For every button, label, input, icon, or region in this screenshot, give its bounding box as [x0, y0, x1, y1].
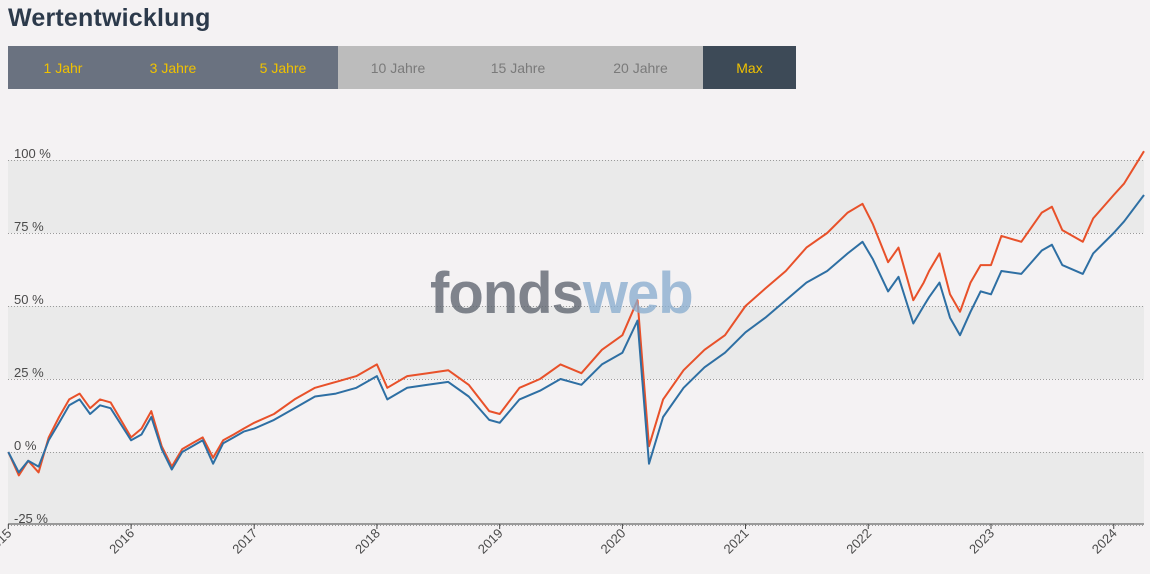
- series-line-1: [7, 150, 1145, 477]
- range-button-15-years[interactable]: 15 Jahre: [458, 46, 578, 89]
- x-tick-label: 2019: [475, 526, 506, 557]
- y-tick-label: 50 %: [14, 292, 44, 307]
- range-button-5-years[interactable]: 5 Jahre: [228, 46, 338, 89]
- range-button-max[interactable]: Max: [703, 46, 796, 89]
- y-tick-label: 0 %: [14, 438, 37, 453]
- range-button-20-years[interactable]: 20 Jahre: [578, 46, 703, 89]
- performance-chart: -25 % 0 % 25 % 50 % 75 % 100 % 2015 2016 2017 20…: [0, 146, 1145, 557]
- x-tick-label: 2022: [843, 526, 874, 557]
- range-button-1-year[interactable]: 1 Jahr: [8, 46, 118, 89]
- chart-band-0: [8, 160, 1144, 233]
- y-tick-label: 100 %: [14, 146, 51, 161]
- page-title: Wertentwicklung: [8, 4, 211, 32]
- range-button-3-years[interactable]: 3 Jahre: [118, 46, 228, 89]
- watermark-part1: fonds: [430, 261, 584, 326]
- x-tick-label: 2021: [721, 526, 752, 557]
- chart-band-1: [8, 306, 1144, 379]
- range-button-10-years[interactable]: 10 Jahre: [338, 46, 458, 89]
- x-tick-label: 2016: [106, 526, 137, 557]
- y-tick-label: 75 %: [14, 219, 44, 234]
- x-tick-label: 2015: [0, 526, 14, 557]
- x-tick-label: 2017: [229, 526, 260, 557]
- x-tick-label: 2024: [1089, 526, 1120, 557]
- series-line-2: [7, 194, 1145, 474]
- x-tick-label: 2018: [352, 526, 383, 557]
- y-tick-label: -25 %: [14, 511, 48, 526]
- time-range-selector: 1 Jahr 3 Jahre 5 Jahre 10 Jahre 15 Jahre…: [8, 46, 796, 89]
- x-tick-label: 2020: [597, 526, 628, 557]
- y-tick-label: 25 %: [14, 365, 44, 380]
- watermark-logo: fondsweb: [430, 260, 694, 327]
- x-tick-label: 2023: [966, 526, 997, 557]
- watermark-part2: web: [582, 261, 694, 326]
- chart-band-2: [8, 452, 1144, 525]
